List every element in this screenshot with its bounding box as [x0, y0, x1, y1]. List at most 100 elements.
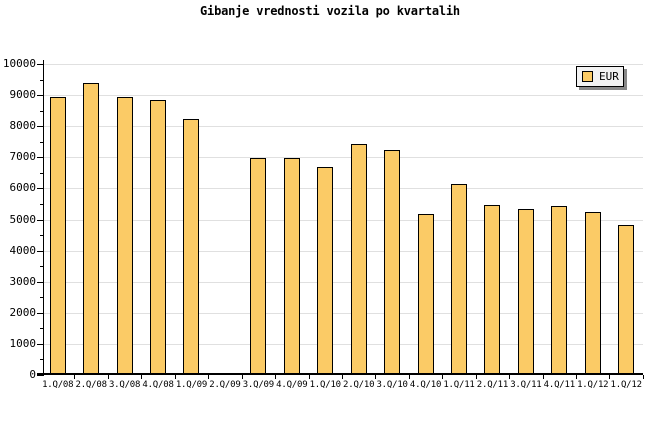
- y-tick-major: [37, 220, 43, 221]
- x-axis-label: 4.Q/10: [409, 380, 442, 390]
- x-tick: [208, 375, 209, 379]
- bar: [117, 97, 133, 374]
- major-gridline: [43, 220, 643, 221]
- bar: [551, 206, 567, 374]
- y-tick-minor: [40, 204, 43, 205]
- y-axis-line: [43, 60, 44, 376]
- x-axis-label: 3.Q/09: [242, 380, 275, 390]
- x-axis-label: 4.Q/11: [543, 380, 576, 390]
- y-tick-minor: [40, 359, 43, 360]
- bar: [384, 150, 400, 374]
- legend-swatch-icon: [582, 71, 593, 82]
- chart-title: Gibanje vrednosti vozila po kvartalih: [200, 4, 460, 18]
- bar: [518, 209, 534, 374]
- bar: [183, 119, 199, 374]
- y-axis-label: 4000: [9, 244, 37, 257]
- bar: [317, 167, 333, 374]
- x-tick: [543, 375, 544, 379]
- y-tick-major: [37, 344, 43, 345]
- y-tick-minor: [40, 297, 43, 298]
- x-tick: [576, 375, 577, 379]
- bar: [284, 158, 300, 374]
- x-axis-label: 3.Q/10: [376, 380, 408, 390]
- x-tick: [509, 375, 510, 379]
- x-axis-label: 1.Q/12: [577, 380, 609, 390]
- major-gridline: [43, 126, 643, 127]
- y-tick-major: [37, 375, 43, 376]
- y-axis-label: 8000: [9, 119, 37, 132]
- bar: [484, 205, 500, 374]
- y-axis-label: 5000: [9, 213, 37, 226]
- x-tick: [609, 375, 610, 379]
- x-axis-label: 2.Q/11: [476, 380, 509, 390]
- y-tick-minor: [40, 266, 43, 267]
- x-axis-label: 2.Q/10: [343, 380, 375, 390]
- bar: [351, 144, 367, 374]
- y-tick-major: [37, 282, 43, 283]
- major-gridline: [43, 95, 643, 96]
- bar: [618, 225, 634, 374]
- y-tick-major: [37, 313, 43, 314]
- y-axis-label: 0: [29, 368, 36, 381]
- bar: [50, 97, 66, 374]
- x-tick: [141, 375, 142, 379]
- bar: [451, 184, 467, 374]
- y-axis-label: 2000: [9, 306, 37, 319]
- x-axis-label: 1.Q/08: [42, 380, 74, 390]
- x-tick: [409, 375, 410, 379]
- bar: [585, 212, 601, 374]
- y-axis-label: 6000: [9, 181, 37, 194]
- x-axis-label: 1.Q/10: [309, 380, 342, 390]
- y-tick-major: [37, 126, 43, 127]
- x-axis-label: 1.Q/09: [175, 380, 208, 390]
- bar: [250, 158, 266, 374]
- x-axis-label: 3.Q/11: [510, 380, 542, 390]
- x-tick: [643, 375, 644, 379]
- y-tick-minor: [40, 80, 43, 81]
- y-tick-major: [37, 64, 43, 65]
- x-axis-label: 2.Q/09: [209, 380, 241, 390]
- x-axis-label: 4.Q/09: [276, 380, 308, 390]
- y-tick-minor: [40, 328, 43, 329]
- x-axis-line: [37, 373, 643, 375]
- major-gridline: [43, 282, 643, 283]
- y-axis-label: 3000: [9, 275, 37, 288]
- y-axis-label: 10000: [2, 57, 36, 70]
- x-tick: [74, 375, 75, 379]
- x-tick: [275, 375, 276, 379]
- x-tick: [242, 375, 243, 379]
- y-axis-label: 1000: [9, 337, 37, 350]
- y-tick-minor: [40, 173, 43, 174]
- major-gridline: [43, 251, 643, 252]
- x-axis-label: 4.Q/08: [142, 380, 174, 390]
- legend-box: EUR: [576, 66, 624, 87]
- x-axis-label: 1.Q/12: [610, 380, 643, 390]
- x-axis-label: 2.Q/08: [75, 380, 108, 390]
- x-tick: [375, 375, 376, 379]
- x-tick: [309, 375, 310, 379]
- major-gridline: [43, 64, 643, 65]
- x-axis-label: 3.Q/08: [108, 380, 141, 390]
- major-gridline: [43, 157, 643, 158]
- y-tick-minor: [40, 142, 43, 143]
- major-gridline: [43, 313, 643, 314]
- bar: [150, 100, 166, 374]
- y-axis-label: 9000: [9, 88, 37, 101]
- y-tick-major: [37, 157, 43, 158]
- legend-series-label: EUR: [599, 70, 619, 83]
- x-tick: [442, 375, 443, 379]
- y-tick-minor: [40, 235, 43, 236]
- y-tick-major: [37, 188, 43, 189]
- x-axis-label: 1.Q/11: [443, 380, 475, 390]
- x-tick: [476, 375, 477, 379]
- y-tick-minor: [40, 111, 43, 112]
- bar: [83, 83, 99, 374]
- y-tick-major: [37, 251, 43, 252]
- x-tick: [175, 375, 176, 379]
- x-tick: [342, 375, 343, 379]
- y-axis-label: 7000: [9, 150, 37, 163]
- bar: [418, 214, 434, 374]
- x-tick: [108, 375, 109, 379]
- major-gridline: [43, 344, 643, 345]
